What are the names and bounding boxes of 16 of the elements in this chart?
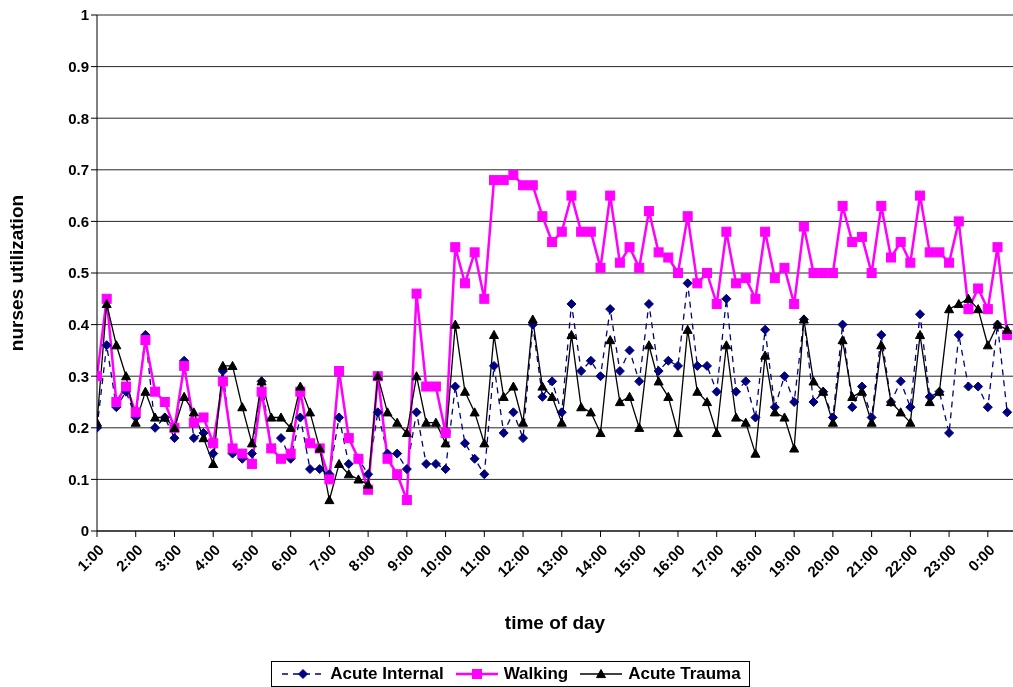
y-axis-title: nurses utilization: [5, 194, 27, 352]
y-tick-label: 0: [80, 522, 89, 540]
y-tick-label: 0.8: [68, 109, 89, 127]
y-tick-label: 0.6: [68, 212, 89, 230]
y-tick-label: 1: [80, 6, 89, 24]
y-tick-label: 0.4: [68, 315, 90, 333]
y-tick-label: 0.1: [68, 470, 89, 488]
y-tick-label: 0.5: [68, 264, 89, 282]
legend-label: Walking: [503, 664, 569, 684]
y-tick-label: 0.2: [68, 419, 89, 437]
x-axis-title: time of day: [504, 612, 606, 634]
y-tick-label: 0.7: [68, 161, 89, 179]
y-tick-label: 0.9: [68, 57, 89, 75]
legend-label: Acute Internal: [330, 664, 444, 684]
legend-label: Acute Trauma: [628, 664, 741, 684]
y-tick-label: 0.3: [68, 367, 89, 385]
